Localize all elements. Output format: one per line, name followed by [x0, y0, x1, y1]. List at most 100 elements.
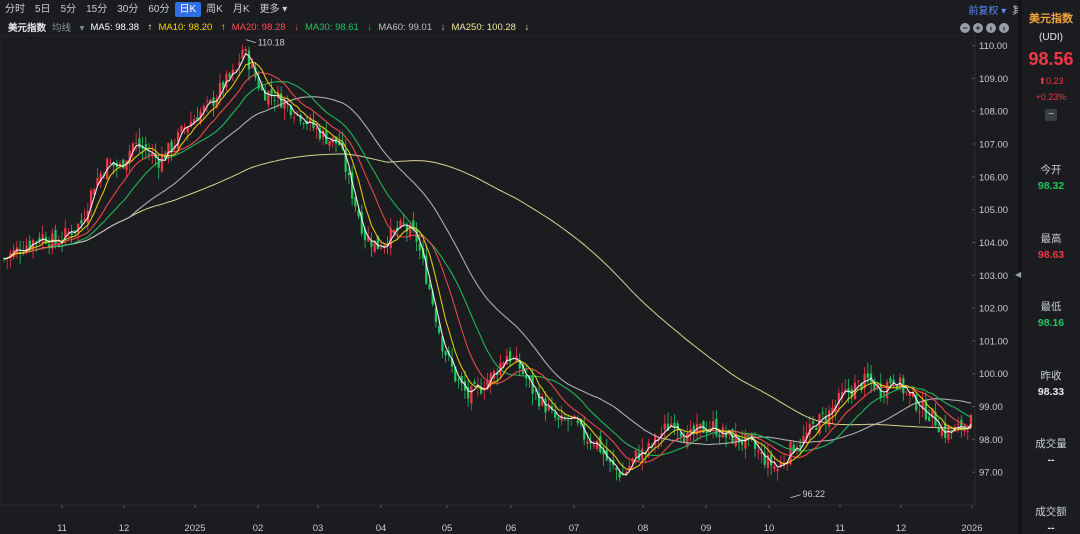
candle-body [434, 307, 438, 323]
candle-body [405, 225, 409, 232]
candle-body [821, 412, 824, 414]
zoom-in-icon[interactable]: + [973, 23, 983, 33]
candle-body [283, 100, 286, 109]
timeframe-tab[interactable]: 日K [174, 2, 202, 17]
ma5-text: MA5: 98.38 [90, 21, 140, 33]
candle-body [399, 220, 402, 228]
candle-body [125, 160, 128, 171]
candle-body [653, 434, 657, 445]
candle-body [847, 387, 850, 393]
candle-body [83, 219, 86, 221]
candle-body [41, 234, 44, 243]
candle-body [799, 445, 802, 447]
candle-body [460, 376, 463, 384]
timeframe-tab[interactable]: 月K [232, 4, 250, 15]
prev-close-block: 昨收 98.33 [1022, 368, 1080, 398]
candle-body [770, 454, 773, 466]
candle-body [73, 230, 77, 232]
candle-body [205, 100, 209, 102]
collapse-panel-icon[interactable]: ◀ [1015, 270, 1022, 279]
candle-body [811, 421, 815, 424]
candle-body [589, 440, 592, 444]
ma30-label: MA30: 98.61 ↓ [304, 21, 373, 33]
candle-body [889, 377, 892, 384]
panel-divider[interactable] [1018, 0, 1022, 534]
candle-body [679, 432, 683, 437]
candle-body [615, 467, 618, 471]
ma-selector[interactable]: 均线 ▾ [52, 23, 85, 34]
quote-panel: 美元指数 (UDI) 98.56 ⬆0.23 +0.23% − 今开 98.32… [1022, 0, 1080, 534]
candle-body [450, 358, 454, 367]
candle-body [296, 111, 299, 113]
quote-price: 98.56 [1028, 49, 1074, 69]
candle-body [147, 154, 151, 155]
low-pointer [790, 494, 801, 499]
ma250-line [3, 153, 972, 429]
candle-body [479, 387, 483, 394]
candle-body [64, 228, 67, 238]
scroll-left-icon[interactable]: ‹ [986, 23, 996, 33]
timeframe-tab[interactable]: 5日 [35, 4, 51, 15]
candlestick-chart[interactable]: 110.00 109.00 108.00 107.00 106.00 105.00 104.… [0, 35, 1018, 534]
open-label: 今开 [1040, 164, 1062, 176]
timeframe-tab[interactable]: 周K [206, 4, 223, 15]
candle-body [886, 382, 889, 399]
y-tick-label: 98.00 [979, 435, 1003, 446]
candle-body [302, 123, 305, 125]
x-tick-label: 05 [442, 523, 453, 534]
ma20-label: MA20: 98.28 ↓ [231, 21, 299, 33]
candle-body [673, 422, 676, 428]
candle-body [93, 188, 96, 196]
chart-svg: 110.00 109.00 108.00 107.00 106.00 105.00 104.… [0, 35, 1008, 534]
timeframe-tab[interactable]: 分时 [5, 4, 25, 15]
ma20-line [3, 71, 972, 463]
candle-body [299, 115, 302, 122]
timeframe-tab[interactable]: 60分 [148, 4, 170, 15]
amount-label: 成交额 [1035, 506, 1067, 518]
candle-body [118, 163, 122, 166]
candle-body [77, 223, 80, 233]
candle-body [576, 420, 579, 424]
y-tick-label: 106.00 [979, 172, 1008, 183]
candle-body [231, 69, 234, 76]
candle-body [521, 364, 525, 375]
candle-body [331, 137, 334, 143]
candle-body [660, 433, 663, 437]
candle-body [557, 417, 560, 420]
y-tick-label: 109.00 [979, 74, 1008, 85]
y-tick-label: 102.00 [979, 304, 1008, 315]
candle-body [666, 423, 670, 431]
collapse-quote-button[interactable]: − [1045, 109, 1057, 121]
candle-body [547, 406, 550, 411]
y-tick-label: 105.00 [979, 205, 1008, 216]
timeframe-tab[interactable]: 5分 [60, 4, 77, 15]
candle-body [682, 438, 686, 443]
volume-label: 成交量 [1035, 438, 1067, 450]
ma60-line [3, 96, 972, 446]
scroll-right-icon[interactable]: › [999, 23, 1009, 33]
candle-body [805, 432, 808, 439]
ma5-line [3, 52, 972, 476]
candle-body [189, 121, 193, 127]
timeframe-tab[interactable]: 15分 [86, 4, 108, 15]
candle-body [966, 431, 969, 432]
y-tick-label: 107.00 [979, 140, 1008, 151]
candle-body [257, 77, 260, 89]
quote-change-pct: +0.23% [1035, 92, 1067, 102]
candle-body [486, 380, 489, 390]
candle-body [170, 141, 173, 153]
candle-body [554, 412, 557, 418]
candle-body [350, 171, 354, 199]
candle-body [647, 443, 650, 449]
candle-body [457, 379, 460, 381]
candle-body [583, 423, 586, 440]
candle-body [586, 441, 589, 444]
candle-body [882, 393, 886, 395]
adjust-dropdown[interactable]: 前复权 ▾ [968, 6, 1007, 17]
timeframe-tab[interactable]: 更多 ▾ [259, 4, 288, 15]
candle-body [686, 433, 689, 447]
high-label: 最高 [1040, 233, 1062, 245]
zoom-out-icon[interactable]: − [960, 23, 970, 33]
candle-body [496, 372, 499, 376]
timeframe-tab[interactable]: 30分 [117, 4, 139, 15]
